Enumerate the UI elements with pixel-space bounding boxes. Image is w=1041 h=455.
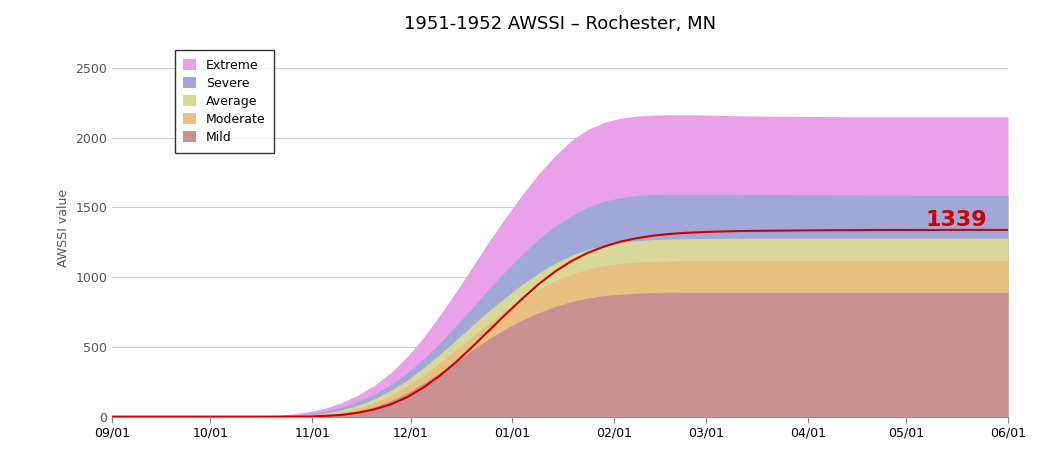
Title: 1951-1952 AWSSI – Rochester, MN: 1951-1952 AWSSI – Rochester, MN [404, 15, 716, 33]
Text: 1339: 1339 [925, 210, 988, 230]
Y-axis label: AWSSI value: AWSSI value [56, 189, 70, 268]
Legend: Extreme, Severe, Average, Moderate, Mild: Extreme, Severe, Average, Moderate, Mild [175, 50, 274, 152]
